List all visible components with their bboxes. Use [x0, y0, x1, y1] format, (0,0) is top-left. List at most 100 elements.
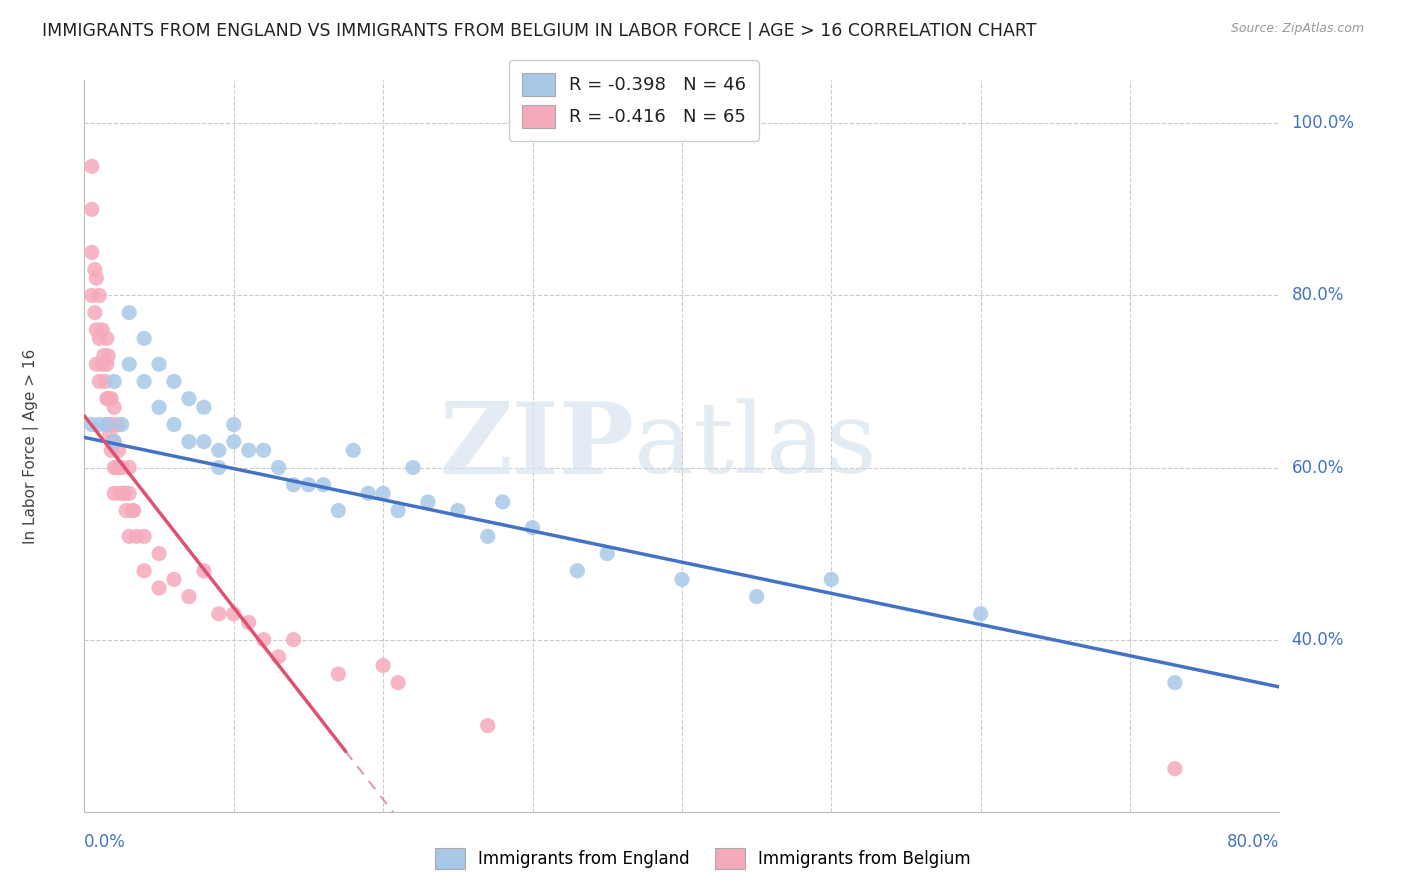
- Point: [297, 477, 319, 491]
- Point: [163, 375, 186, 389]
- Text: ZIP: ZIP: [439, 398, 634, 494]
- Point: [387, 675, 409, 690]
- Point: [477, 719, 499, 733]
- Point: [125, 529, 148, 543]
- Point: [93, 349, 115, 363]
- Point: [208, 460, 231, 475]
- Point: [100, 392, 122, 406]
- Point: [222, 417, 245, 432]
- Point: [96, 357, 118, 371]
- Point: [111, 417, 134, 432]
- Point: [112, 486, 135, 500]
- Point: [132, 375, 156, 389]
- Point: [83, 262, 105, 277]
- Point: [312, 477, 335, 491]
- Point: [98, 426, 121, 441]
- Point: [89, 375, 111, 389]
- Point: [118, 305, 141, 319]
- Text: 0.0%: 0.0%: [84, 833, 127, 851]
- Text: 100.0%: 100.0%: [1292, 114, 1354, 132]
- Point: [193, 434, 215, 449]
- Point: [118, 486, 141, 500]
- Point: [132, 564, 156, 578]
- Point: [163, 417, 186, 432]
- Point: [222, 434, 245, 449]
- Point: [80, 288, 103, 302]
- Point: [402, 460, 425, 475]
- Point: [107, 443, 129, 458]
- Point: [567, 564, 589, 578]
- Point: [122, 503, 145, 517]
- Point: [83, 305, 105, 319]
- Point: [118, 529, 141, 543]
- Point: [373, 486, 395, 500]
- Text: atlas: atlas: [634, 398, 877, 494]
- Text: 80.0%: 80.0%: [1292, 286, 1344, 304]
- Point: [103, 375, 125, 389]
- Point: [522, 521, 544, 535]
- Point: [121, 503, 143, 517]
- Point: [193, 401, 215, 415]
- Point: [100, 417, 122, 432]
- Point: [80, 417, 103, 432]
- Point: [86, 271, 108, 285]
- Point: [101, 434, 124, 449]
- Point: [671, 573, 693, 587]
- Point: [1164, 762, 1187, 776]
- Point: [100, 443, 122, 458]
- Point: [267, 649, 290, 664]
- Point: [96, 392, 118, 406]
- Point: [222, 607, 245, 621]
- Point: [96, 417, 118, 432]
- Point: [89, 288, 111, 302]
- Legend: Immigrants from England, Immigrants from Belgium: Immigrants from England, Immigrants from…: [425, 838, 981, 880]
- Text: IMMIGRANTS FROM ENGLAND VS IMMIGRANTS FROM BELGIUM IN LABOR FORCE | AGE > 16 COR: IMMIGRANTS FROM ENGLAND VS IMMIGRANTS FR…: [42, 22, 1036, 40]
- Point: [103, 486, 125, 500]
- Point: [97, 349, 120, 363]
- Point: [118, 460, 141, 475]
- Point: [208, 607, 231, 621]
- Point: [387, 503, 409, 517]
- Point: [177, 392, 200, 406]
- Point: [238, 443, 260, 458]
- Point: [103, 434, 125, 449]
- Point: [80, 202, 103, 217]
- Point: [80, 245, 103, 260]
- Point: [110, 486, 132, 500]
- Point: [492, 495, 515, 509]
- Point: [97, 392, 120, 406]
- Legend: R = -0.398   N = 46, R = -0.416   N = 65: R = -0.398 N = 46, R = -0.416 N = 65: [509, 60, 759, 141]
- Point: [416, 495, 439, 509]
- Point: [91, 323, 114, 337]
- Point: [357, 486, 380, 500]
- Point: [103, 460, 125, 475]
- Point: [98, 392, 121, 406]
- Text: 60.0%: 60.0%: [1292, 458, 1344, 476]
- Point: [132, 331, 156, 345]
- Point: [820, 573, 842, 587]
- Point: [103, 401, 125, 415]
- Point: [328, 667, 350, 681]
- Point: [111, 460, 134, 475]
- Point: [177, 434, 200, 449]
- Point: [373, 658, 395, 673]
- Point: [132, 529, 156, 543]
- Point: [148, 401, 170, 415]
- Point: [283, 632, 305, 647]
- Point: [596, 547, 619, 561]
- Point: [103, 434, 125, 449]
- Point: [267, 460, 290, 475]
- Point: [447, 503, 470, 517]
- Point: [342, 443, 364, 458]
- Text: Source: ZipAtlas.com: Source: ZipAtlas.com: [1230, 22, 1364, 36]
- Point: [105, 417, 128, 432]
- Point: [105, 460, 128, 475]
- Point: [745, 590, 768, 604]
- Point: [89, 417, 111, 432]
- Text: In Labor Force | Age > 16: In Labor Force | Age > 16: [22, 349, 38, 543]
- Point: [80, 159, 103, 173]
- Point: [86, 323, 108, 337]
- Point: [238, 615, 260, 630]
- Point: [328, 503, 350, 517]
- Text: 80.0%: 80.0%: [1227, 833, 1279, 851]
